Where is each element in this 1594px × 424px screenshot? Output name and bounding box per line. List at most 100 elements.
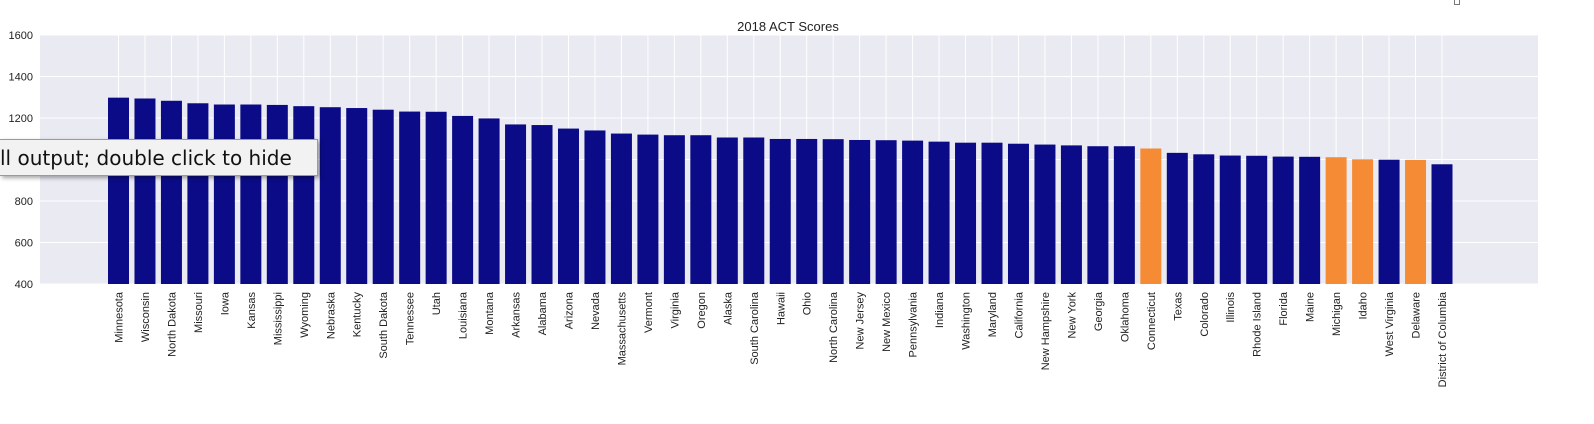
bar-maine xyxy=(1299,156,1321,284)
x-tick-label: Florida xyxy=(1278,291,1290,326)
x-tick-label: California xyxy=(1013,291,1025,338)
x-tick-label: Tennessee xyxy=(405,292,417,345)
x-tick-label: Alabama xyxy=(537,291,549,335)
x-tick-label: Michigan xyxy=(1331,292,1343,336)
bar-district-of-columbia xyxy=(1431,164,1453,284)
x-tick-label: Minnesota xyxy=(114,291,126,343)
bar-florida xyxy=(1272,156,1294,284)
bar-hawaii xyxy=(769,138,791,284)
bar-nebraska xyxy=(319,107,341,285)
x-tick-label: Louisiana xyxy=(458,291,470,339)
y-tick-label: 1200 xyxy=(9,113,33,125)
bar-texas xyxy=(1166,152,1188,284)
x-tick-label: Utah xyxy=(431,292,443,315)
x-tick-label: Washington xyxy=(961,292,973,350)
x-tick-label: District of Columbia xyxy=(1437,291,1449,387)
x-tick-label: Maine xyxy=(1305,292,1317,322)
bar-oklahoma xyxy=(1113,146,1135,284)
x-tick-label: Idaho xyxy=(1358,292,1370,320)
bar-georgia xyxy=(1087,146,1109,284)
bar-idaho xyxy=(1352,159,1374,284)
x-tick-label: Virginia xyxy=(669,291,681,328)
x-tick-label: Vermont xyxy=(643,292,655,333)
bar-indiana xyxy=(928,141,950,284)
bar-louisiana xyxy=(452,115,474,284)
y-tick-label: 1600 xyxy=(9,30,33,42)
x-tick-label: Massachusetts xyxy=(616,292,628,366)
x-tick-label: Arizona xyxy=(563,291,575,329)
bar-illinois xyxy=(1219,155,1241,284)
x-tick-label: Wisconsin xyxy=(140,292,152,342)
output-toggle-tooltip[interactable]: ll output; double click to hide xyxy=(0,139,318,176)
x-tick-label: New York xyxy=(1066,292,1078,339)
x-tick-label: North Carolina xyxy=(828,291,840,363)
x-tick-label: Rhode Island xyxy=(1252,292,1264,357)
x-tick-label: Montana xyxy=(484,291,496,335)
x-tick-label: Georgia xyxy=(1093,291,1105,331)
bar-wyoming xyxy=(293,106,315,284)
bar-missouri xyxy=(187,103,209,284)
x-tick-label: West Virginia xyxy=(1384,291,1396,356)
y-tick-label: 800 xyxy=(15,196,33,208)
bar-south-dakota xyxy=(372,109,394,284)
bar-oregon xyxy=(690,135,712,284)
chart-title: 2018 ACT Scores xyxy=(737,19,839,34)
bar-new-hampshire xyxy=(1034,144,1056,284)
x-tick-label: New Mexico xyxy=(881,292,893,352)
x-tick-label: North Dakota xyxy=(166,291,178,357)
x-tick-label: Kentucky xyxy=(352,292,364,338)
bar-nevada xyxy=(584,130,606,284)
x-tick-label: Iowa xyxy=(219,291,231,315)
bar-maryland xyxy=(981,142,1003,284)
x-tick-label: Hawaii xyxy=(775,292,787,325)
bar-michigan xyxy=(1325,157,1347,284)
x-tick-label: Texas xyxy=(1172,292,1184,321)
y-tick-label: 1400 xyxy=(9,72,33,84)
bar-alabama xyxy=(531,125,553,285)
bar-arizona xyxy=(557,128,579,284)
x-tick-label: South Carolina xyxy=(749,291,761,365)
x-tick-label: Illinois xyxy=(1225,292,1237,323)
x-axis-ticks: Minnesota Wisconsin North Dakota Missouri Io… xyxy=(114,291,1450,387)
bar-delaware xyxy=(1405,159,1427,284)
corner-marker-icon xyxy=(1454,0,1460,5)
bar-massachusetts xyxy=(610,133,632,284)
bar-new-mexico xyxy=(875,140,897,284)
x-tick-label: Kansas xyxy=(246,292,258,329)
bar-north-carolina xyxy=(822,139,844,284)
x-tick-label: South Dakota xyxy=(378,291,390,359)
bar-iowa xyxy=(213,104,235,284)
bars xyxy=(108,97,1453,285)
bar-south-carolina xyxy=(743,137,765,284)
x-tick-label: Colorado xyxy=(1199,292,1211,337)
bar-wisconsin xyxy=(134,98,156,285)
x-tick-label: Oklahoma xyxy=(1119,291,1131,342)
x-tick-label: Oregon xyxy=(696,292,708,329)
bar-pennsylvania xyxy=(902,140,924,284)
bar-kentucky xyxy=(346,108,368,284)
x-tick-label: Maryland xyxy=(987,292,999,337)
bar-new-jersey xyxy=(849,139,871,284)
x-tick-label: Mississippi xyxy=(272,292,284,345)
x-tick-label: Arkansas xyxy=(511,292,523,338)
y-tick-label: 400 xyxy=(15,279,33,291)
bar-connecticut xyxy=(1140,148,1162,284)
bar-alaska xyxy=(716,137,738,284)
bar-washington xyxy=(955,142,977,284)
bar-north-dakota xyxy=(160,100,182,284)
y-tick-label: 600 xyxy=(15,238,33,250)
x-tick-label: Pennsylvania xyxy=(908,291,920,357)
x-tick-label: Nevada xyxy=(590,291,602,330)
bar-tennessee xyxy=(399,111,421,284)
bar-california xyxy=(1007,143,1029,284)
x-tick-label: Missouri xyxy=(193,292,205,333)
bar-montana xyxy=(478,118,500,284)
x-tick-label: Wyoming xyxy=(299,292,311,338)
bar-utah xyxy=(425,111,447,285)
bar-west-virginia xyxy=(1378,159,1400,284)
bar-new-york xyxy=(1060,145,1082,284)
x-tick-label: Connecticut xyxy=(1146,292,1158,350)
bar-virginia xyxy=(663,135,685,284)
bar-colorado xyxy=(1193,154,1215,284)
